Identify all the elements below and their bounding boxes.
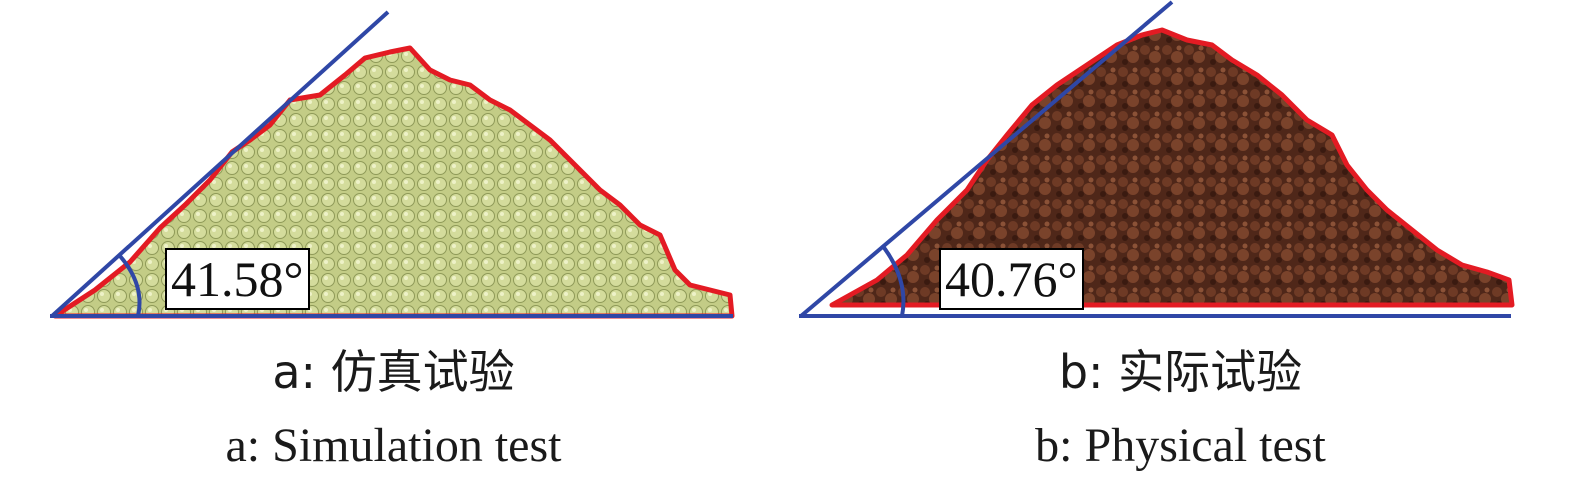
panel-simulation: 41.58° a: 仿真试验 a: Simulation test (0, 0, 787, 486)
simulation-caption-cn: a: 仿真试验 (272, 345, 515, 399)
physical-angle-label: 40.76° (939, 248, 1084, 310)
panel-physical: 40.76° b: 实际试验 b: Physical test (787, 0, 1574, 486)
simulation-caption-en: a: Simulation test (225, 419, 562, 472)
simulation-angle-label: 41.58° (165, 248, 310, 310)
physical-angle-arc (880, 243, 906, 317)
physical-pile-figure (799, 0, 1515, 318)
physical-caption-cn: b: 实际试验 (1058, 345, 1303, 399)
physical-slope-line (799, 0, 1174, 318)
physical-pile-body (829, 27, 1515, 308)
simulation-slope-line (50, 10, 390, 318)
physical-caption-en: b: Physical test (1035, 419, 1326, 472)
simulation-angle-arc (118, 254, 142, 317)
simulation-pile-figure (50, 10, 735, 319)
simulation-pile-body (52, 45, 735, 319)
